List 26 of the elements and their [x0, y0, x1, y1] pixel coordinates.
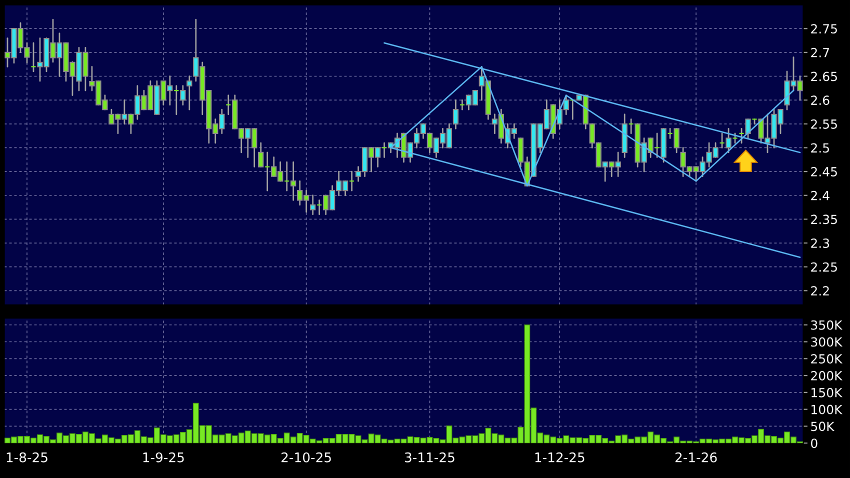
y-tick-label: 150K [812, 388, 843, 398]
y-tick-label: 50K [811, 422, 835, 432]
y-tick-label: 250K [811, 354, 843, 364]
x-tick-label: 1-9-25 [143, 452, 184, 462]
y-tick-label: 2.3 [811, 238, 830, 248]
y-tick-label: 200K [811, 371, 843, 380]
x-tick-label: 2-1-26 [675, 452, 717, 462]
y-tick-label: 2.75 [811, 24, 837, 34]
x-tick-label: 1-8-25 [6, 452, 48, 462]
y-tick-label: 350K [811, 320, 843, 330]
y-tick-label: 2.45 [811, 167, 837, 176]
y-tick-label: 2.35 [811, 214, 837, 224]
x-tick-label: 2-10-25 [282, 452, 331, 462]
y-tick-label: 2.5 [811, 143, 829, 153]
y-tick-label: 300K [811, 337, 843, 347]
y-tick-label: 2.6 [811, 96, 830, 106]
x-tick-label: 1-12-25 [535, 452, 584, 462]
y-tick-label: 0 [811, 438, 818, 448]
y-tick-label: 2.65 [811, 72, 837, 82]
x-tick-label: 3-11-25 [404, 452, 454, 462]
y-tick-label: 2.7 [811, 48, 830, 58]
y-tick-label: 2.25 [811, 262, 837, 272]
y-tick-label: 2.55 [811, 119, 837, 129]
y-tick-label: 2.4 [811, 190, 830, 200]
y-tick-label: 100K [812, 404, 843, 414]
y-tick-label: 2.2 [811, 286, 829, 296]
